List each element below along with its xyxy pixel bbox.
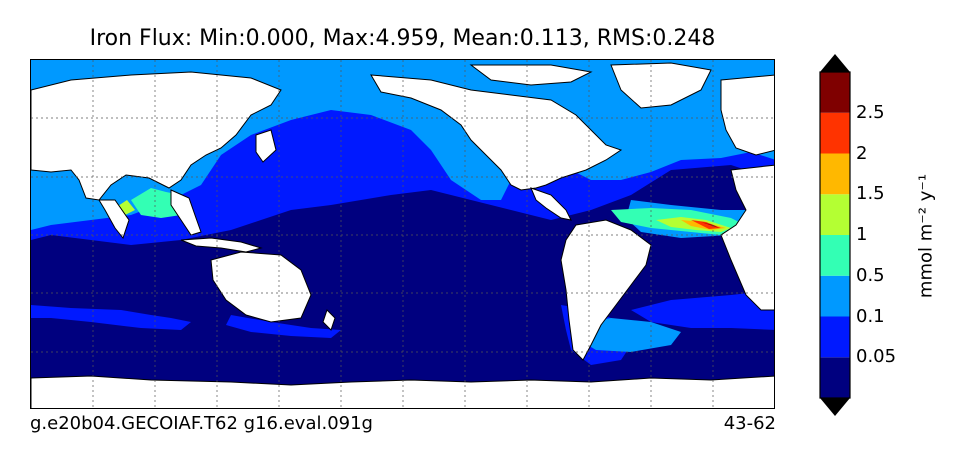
case-name-label: g.e20b04.GECOIAF.T62 g16.eval.091g bbox=[30, 413, 373, 434]
colorbar-segment bbox=[820, 194, 850, 235]
colorbar bbox=[819, 54, 851, 416]
land-europe bbox=[720, 74, 774, 156]
colorbar-tick-label: 1 bbox=[856, 224, 868, 245]
colorbar-border bbox=[819, 71, 851, 399]
colorbar-segment bbox=[820, 357, 850, 398]
land-north-america bbox=[370, 74, 623, 191]
colorbar-segment bbox=[820, 112, 850, 154]
colorbar-tick-label: 0.05 bbox=[856, 346, 897, 368]
colorbar-tick-label: 2 bbox=[856, 142, 868, 164]
map-plot bbox=[30, 59, 775, 409]
land-eurasia bbox=[31, 71, 282, 201]
colorbar-segment bbox=[820, 235, 850, 276]
land-japan bbox=[255, 129, 277, 163]
years-label: 43-62 bbox=[723, 413, 776, 434]
colorbar-under-arrow bbox=[820, 398, 850, 416]
colorbar-unit-label: mmol m⁻² y⁻¹ bbox=[915, 173, 937, 299]
colorbar-segment bbox=[820, 275, 850, 317]
land-canada-arctic bbox=[469, 64, 593, 86]
ocean-field-map bbox=[31, 60, 774, 408]
land-indonesia bbox=[180, 237, 263, 253]
colorbar-over-arrow bbox=[820, 54, 850, 72]
map-title: Iron Flux: Min:0.000, Max:4.959, Mean:0.… bbox=[89, 26, 716, 51]
graticule bbox=[31, 60, 774, 408]
colorbar-segment bbox=[820, 72, 850, 113]
colorbar-tick-label: 2.5 bbox=[856, 101, 885, 123]
land-africa bbox=[720, 164, 774, 311]
land-new-zealand bbox=[322, 309, 336, 331]
land-masses bbox=[31, 62, 774, 408]
land-greenland bbox=[610, 62, 712, 109]
land-south-america bbox=[560, 219, 652, 361]
colorbar-tick-label: 0.1 bbox=[856, 305, 885, 327]
colorbar-segments bbox=[820, 72, 850, 398]
colorbar-tick-label: 1.5 bbox=[856, 183, 885, 205]
colorbar-segment bbox=[820, 316, 850, 358]
land-india bbox=[98, 199, 130, 240]
colorbar-tick-label: 0.5 bbox=[856, 264, 885, 286]
land-central-america bbox=[530, 187, 572, 221]
land-southeast-asia bbox=[170, 189, 202, 236]
colorbar-segment bbox=[820, 153, 850, 195]
